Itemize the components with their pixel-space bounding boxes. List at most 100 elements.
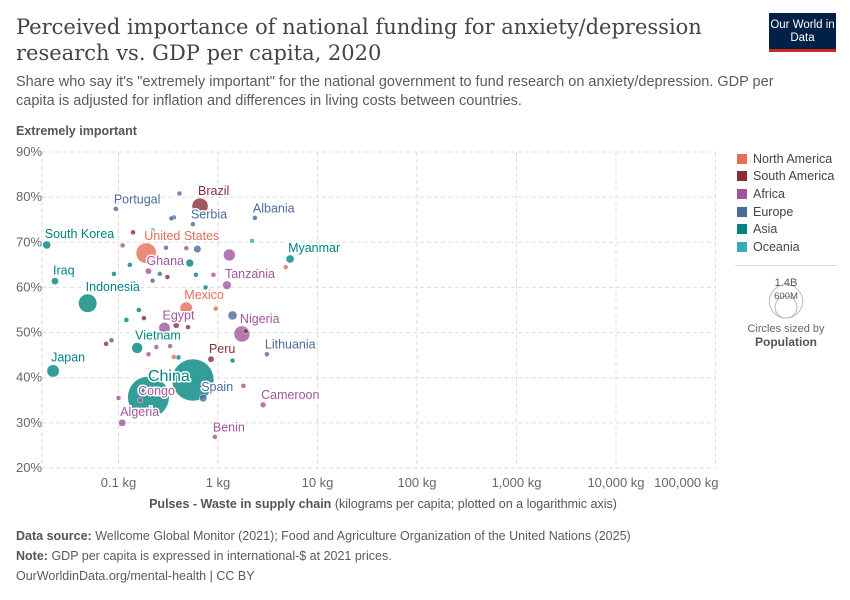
data-point[interactable]: [223, 248, 236, 262]
data-point[interactable]: [249, 238, 255, 244]
data-point-china[interactable]: [171, 358, 215, 402]
data-point-brazil[interactable]: [191, 197, 209, 215]
country-label: United States: [144, 229, 219, 243]
region-legend: North America South America Africa Europe As…: [737, 150, 834, 256]
data-point-south-korea[interactable]: [42, 240, 51, 250]
data-point[interactable]: [202, 284, 209, 291]
legend-item-europe[interactable]: Europe: [737, 203, 834, 221]
data-point[interactable]: [183, 245, 190, 251]
data-point-nigeria[interactable]: [233, 325, 251, 343]
legend-swatch: [737, 241, 747, 252]
data-point-united-states[interactable]: [135, 242, 157, 264]
data-point[interactable]: [127, 262, 133, 268]
data-point-mexico[interactable]: [179, 301, 193, 315]
legend-item-north-america[interactable]: North America: [737, 150, 834, 168]
data-point-vietnam[interactable]: [131, 342, 143, 354]
country-label: Japan: [51, 351, 85, 365]
data-point[interactable]: [185, 258, 194, 268]
data-point[interactable]: [141, 315, 147, 321]
data-point[interactable]: [254, 268, 261, 274]
data-point[interactable]: [172, 322, 180, 329]
note-label: Note:: [16, 549, 48, 563]
y-axis-label: Extremely important: [16, 124, 137, 138]
data-point-egypt[interactable]: [158, 322, 171, 335]
data-point[interactable]: [108, 337, 115, 343]
data-point[interactable]: [193, 272, 199, 278]
data-point[interactable]: [129, 280, 137, 288]
country-label: Tanzania: [225, 267, 275, 281]
data-point[interactable]: [149, 277, 156, 284]
data-point[interactable]: [210, 272, 217, 278]
data-point[interactable]: [149, 227, 156, 234]
data-point[interactable]: [242, 328, 249, 334]
data-point-cameroon[interactable]: [259, 401, 267, 408]
data-point[interactable]: [163, 244, 169, 251]
data-point[interactable]: [119, 242, 126, 249]
data-point[interactable]: [240, 383, 247, 389]
country-label: Cameroon: [261, 388, 319, 402]
data-point[interactable]: [103, 341, 109, 347]
data-point-tanzania[interactable]: [222, 280, 232, 290]
y-tick-label: 60%: [16, 279, 42, 294]
x-tick-label: 1 kg: [206, 475, 231, 490]
data-point[interactable]: [175, 354, 182, 361]
legend-item-asia[interactable]: Asia: [737, 220, 834, 238]
data-point[interactable]: [145, 351, 152, 357]
data-point[interactable]: [127, 376, 170, 419]
data-point[interactable]: [167, 343, 173, 349]
country-label: Iraq: [53, 264, 75, 278]
data-point[interactable]: [111, 271, 117, 277]
data-point[interactable]: [227, 310, 238, 321]
size-legend-circle: [774, 295, 798, 319]
data-point[interactable]: [171, 354, 177, 360]
data-point[interactable]: [123, 317, 130, 323]
country-label: Ghana: [146, 254, 184, 268]
legend-label: South America: [753, 169, 835, 184]
data-point-japan[interactable]: [46, 364, 60, 378]
data-point[interactable]: [213, 305, 219, 312]
data-point[interactable]: [283, 264, 289, 270]
data-point[interactable]: [185, 324, 191, 330]
data-point-peru[interactable]: [207, 355, 215, 363]
data-point-iraq[interactable]: [51, 277, 59, 285]
data-point[interactable]: [164, 274, 171, 280]
country-label: Algeria: [120, 405, 159, 419]
data-point-spain[interactable]: [199, 393, 208, 403]
chart-subtitle: Share who say it's "extremely important"…: [16, 74, 774, 109]
chart-title: Perceived importance of national funding…: [16, 15, 702, 65]
data-point[interactable]: [157, 271, 163, 277]
data-point-algeria[interactable]: [118, 418, 127, 427]
x-tick-label: 1,000 kg: [492, 475, 542, 490]
data-point[interactable]: [136, 307, 142, 313]
data-point[interactable]: [229, 357, 236, 364]
data-point[interactable]: [193, 245, 202, 254]
data-point-congo[interactable]: [137, 397, 143, 404]
data-point[interactable]: [130, 229, 136, 236]
data-point-ghana[interactable]: [145, 267, 152, 275]
legend-swatch: [737, 171, 747, 182]
legend-item-africa[interactable]: Africa: [737, 185, 834, 203]
data-point-albania[interactable]: [252, 215, 258, 221]
legend-item-south-america[interactable]: South America: [737, 168, 834, 186]
credit-link[interactable]: OurWorldinData.org/mental-health | CC BY: [16, 569, 255, 583]
data-point-myanmar[interactable]: [285, 254, 295, 264]
data-point[interactable]: [115, 395, 122, 401]
legend-item-oceania[interactable]: Oceania: [737, 238, 834, 256]
x-axis-title: Pulses - Waste in supply chain (kilogram…: [0, 497, 766, 511]
x-tick-label: 100 kg: [397, 475, 436, 490]
data-point[interactable]: [168, 215, 175, 222]
data-point[interactable]: [153, 344, 160, 350]
y-tick-label: 30%: [16, 415, 42, 430]
data-point-benin[interactable]: [212, 434, 218, 440]
y-tick-label: 90%: [16, 144, 42, 159]
data-point-serbia[interactable]: [190, 221, 196, 227]
data-point[interactable]: [176, 190, 183, 197]
data-point-lithuania[interactable]: [264, 351, 270, 357]
size-legend-variable: Population: [755, 335, 817, 349]
data-point-portugal[interactable]: [113, 206, 119, 212]
y-tick-label: 80%: [16, 189, 42, 204]
data-point-indonesia[interactable]: [78, 293, 98, 313]
owid-logo[interactable]: Our World in Data: [769, 13, 836, 52]
legend-swatch: [737, 153, 747, 164]
